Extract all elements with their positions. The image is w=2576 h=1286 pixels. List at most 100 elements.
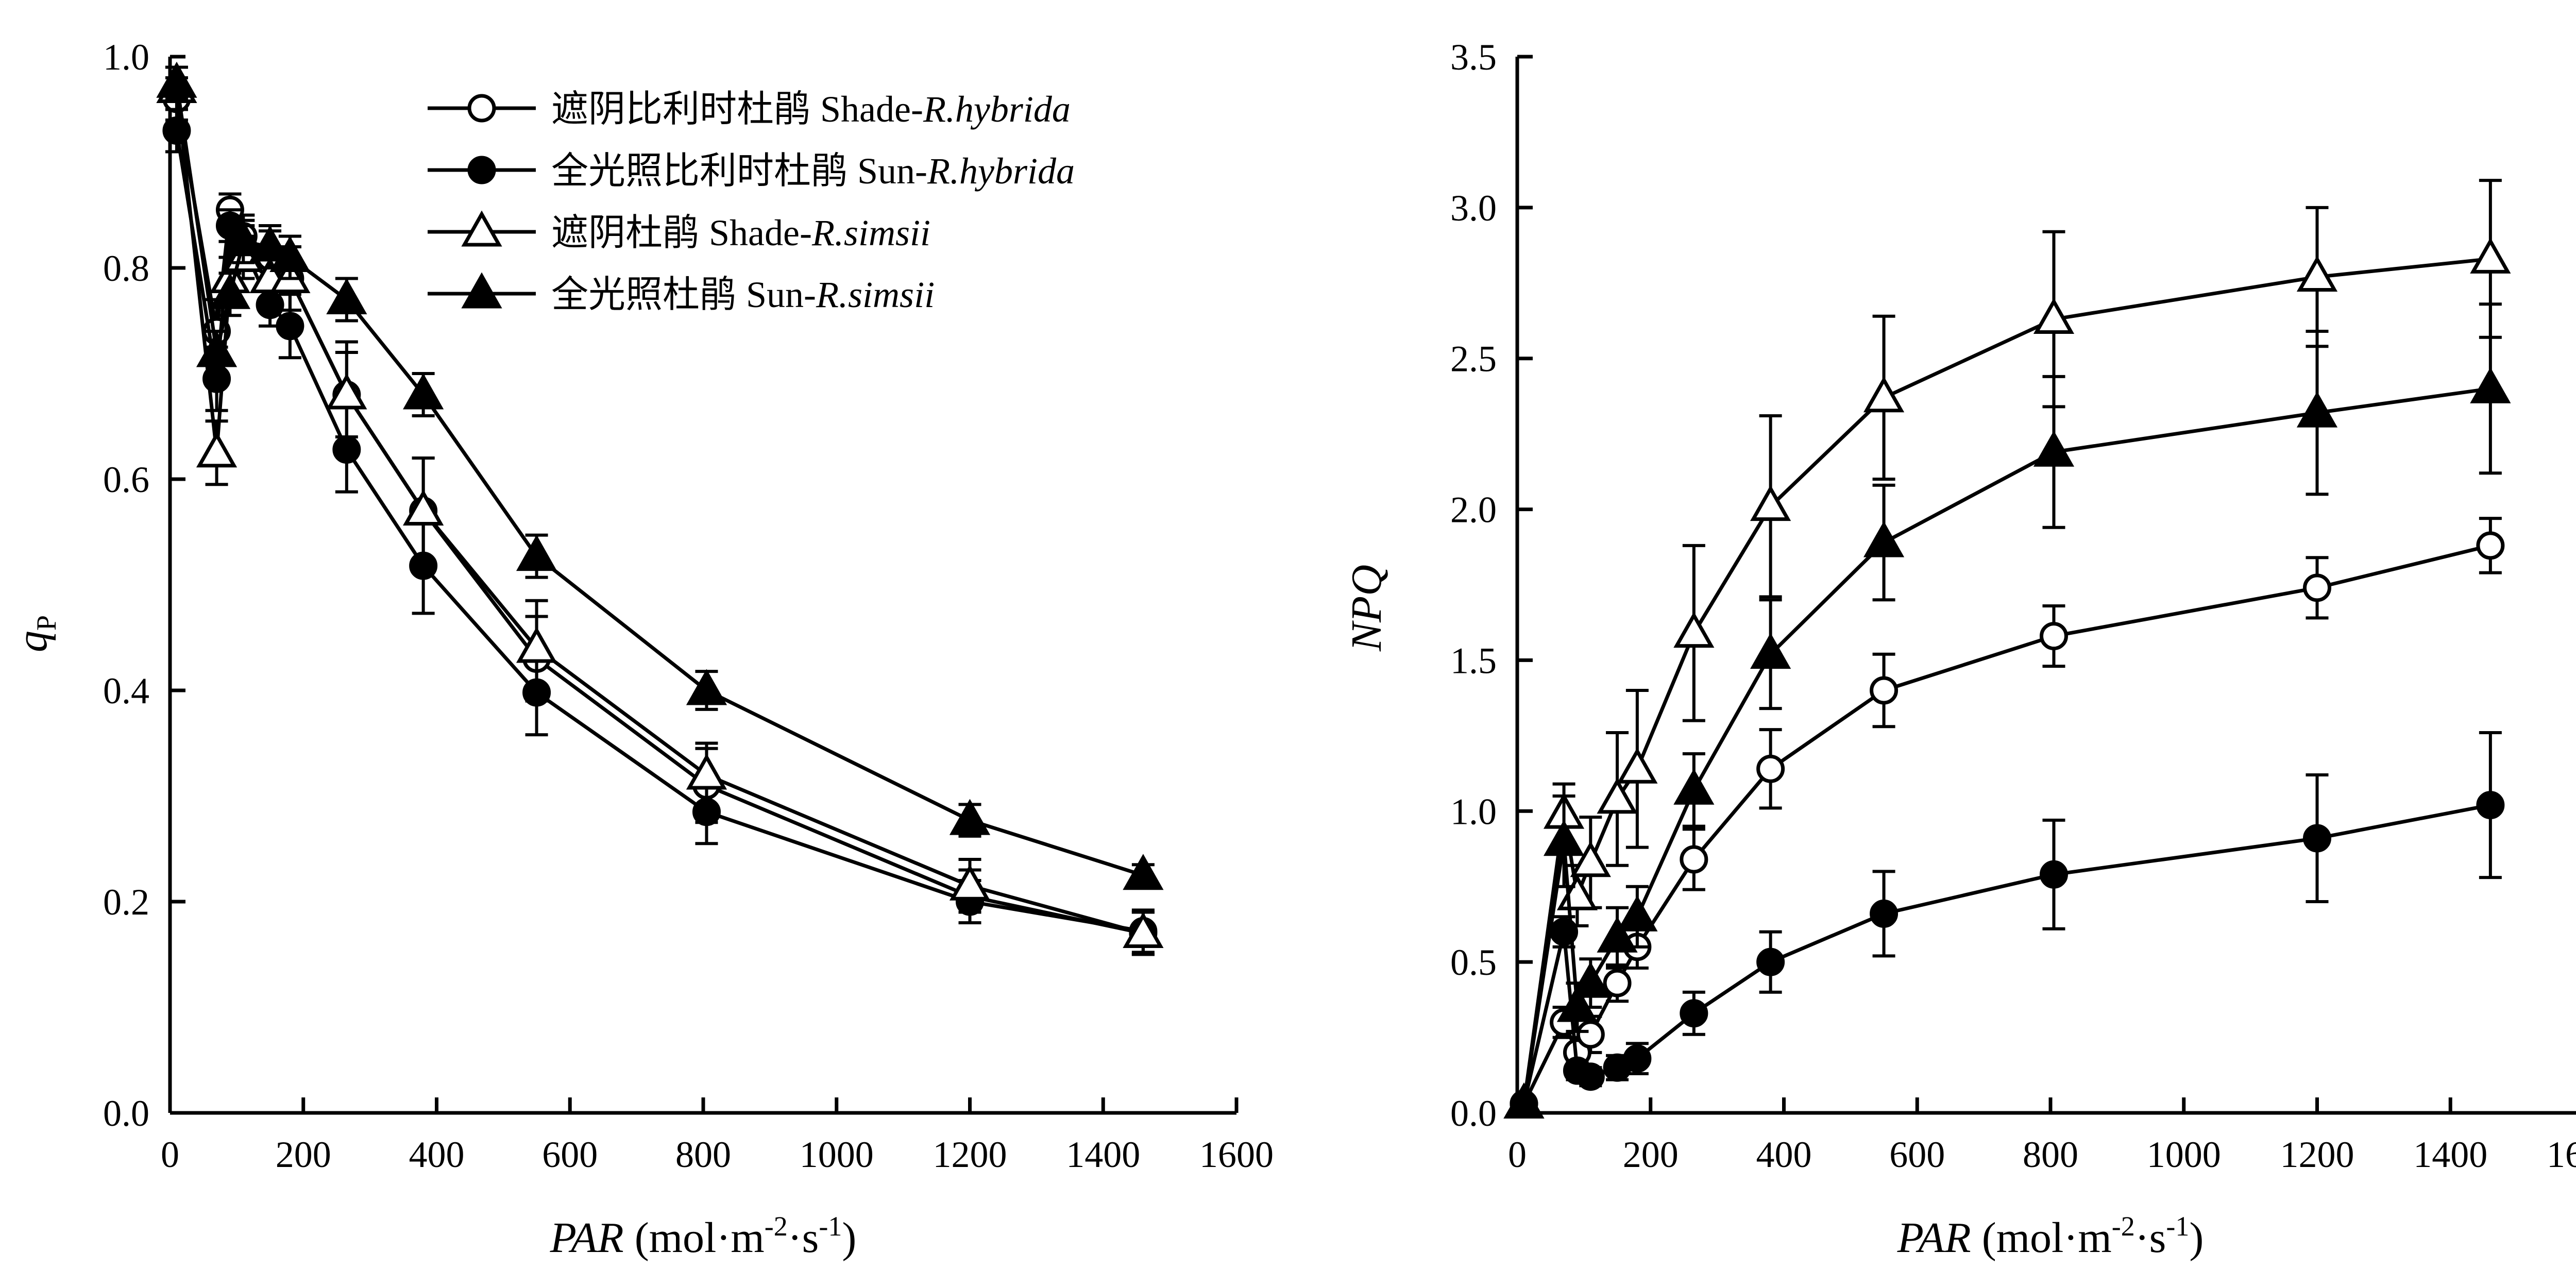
data-point bbox=[2033, 298, 2075, 334]
legend-marker bbox=[461, 210, 502, 247]
data-point bbox=[1863, 521, 1905, 557]
x-tick-label: 1600 bbox=[1199, 1134, 1274, 1175]
data-point bbox=[1680, 999, 1708, 1028]
data-point bbox=[1603, 969, 1632, 997]
y-tick-label: 0.8 bbox=[103, 248, 149, 289]
npq-chart: 0 200 400 600 800 1000 1200 1400 1600 0.0 0.5 1.0 1.… bbox=[1343, 37, 2576, 1262]
data-point bbox=[1870, 676, 1899, 705]
data-point bbox=[2296, 256, 2338, 292]
data-point bbox=[949, 864, 991, 901]
y-axis-title: qP bbox=[8, 615, 62, 652]
x-tick-label: 400 bbox=[1756, 1134, 1812, 1175]
data-point bbox=[403, 489, 444, 526]
data-point bbox=[1576, 1062, 1605, 1091]
series-line bbox=[1522, 544, 2491, 1105]
x-tick-label: 800 bbox=[2023, 1134, 2078, 1175]
data-point bbox=[1750, 485, 1791, 521]
data-point bbox=[516, 627, 557, 663]
x-tick-label: 400 bbox=[409, 1134, 465, 1175]
data-point bbox=[1503, 1082, 1545, 1119]
x-tick-label: 0 bbox=[161, 1134, 179, 1175]
legend: 遮阴比利时杜鹃 Shade-R.hybrida 全光照比利时杜鹃 Sun-R.hy… bbox=[428, 89, 1075, 315]
data-point bbox=[2303, 824, 2331, 853]
series-line bbox=[175, 82, 1144, 877]
legend-label: 全光照杜鹃 Sun-R.simsii bbox=[551, 274, 935, 315]
y-tick-label: 0.5 bbox=[1450, 942, 1497, 983]
data-point bbox=[1680, 845, 1708, 874]
y-tick-label: 1.0 bbox=[103, 37, 149, 78]
y-tick-label: 0.0 bbox=[1450, 1093, 1497, 1134]
series-triangle-open bbox=[156, 65, 1164, 956]
legend-entry: 遮阴杜鹃 Shade-R.simsii bbox=[428, 210, 930, 253]
y-tick-label: 3.0 bbox=[1450, 188, 1497, 229]
data-point bbox=[1756, 754, 1785, 783]
data-point bbox=[2470, 367, 2511, 403]
data-point bbox=[2303, 573, 2331, 602]
data-point bbox=[326, 373, 367, 410]
data-point bbox=[1576, 1020, 1605, 1049]
data-point bbox=[223, 220, 264, 257]
data-point bbox=[686, 669, 727, 705]
data-point bbox=[1863, 376, 1905, 413]
series-circle-open bbox=[1510, 517, 2505, 1118]
legend-entry: 全光照比利时杜鹃 Sun-R.hybrida bbox=[428, 150, 1075, 192]
data-point bbox=[2476, 531, 2505, 560]
data-point bbox=[1123, 912, 1164, 948]
series-triangle-filled bbox=[1503, 302, 2511, 1119]
legend-label: 遮阴杜鹃 Shade-R.simsii bbox=[551, 212, 930, 253]
legend-marker bbox=[467, 156, 496, 184]
series-line bbox=[1522, 803, 2491, 1105]
legend-label: 全光照比利时杜鹃 Sun-R.hybrida bbox=[551, 150, 1075, 192]
x-axis-title: PAR (mol·m-2·s-1) bbox=[550, 1211, 857, 1262]
data-point bbox=[1597, 777, 1638, 814]
data-point bbox=[516, 535, 557, 571]
x-tick-label: 0 bbox=[1508, 1134, 1527, 1175]
data-point bbox=[269, 236, 311, 272]
series-triangle-filled bbox=[156, 61, 1164, 890]
y-tick-label: 0.4 bbox=[103, 670, 149, 712]
legend-marker bbox=[461, 272, 502, 309]
data-point bbox=[1870, 899, 1899, 928]
series-triangle-open bbox=[1503, 179, 2511, 1119]
data-point bbox=[1617, 895, 1658, 932]
series-circle-open bbox=[162, 76, 1158, 956]
y-tick-label: 0.0 bbox=[103, 1093, 149, 1134]
y-tick-label: 3.5 bbox=[1450, 37, 1497, 78]
series-line bbox=[1522, 257, 2491, 1104]
data-point bbox=[276, 312, 304, 341]
y-tick-label: 0.2 bbox=[103, 882, 149, 923]
data-point bbox=[196, 431, 238, 468]
data-point bbox=[686, 753, 727, 790]
data-point bbox=[196, 331, 238, 367]
x-tick-label: 800 bbox=[675, 1134, 731, 1175]
x-tick-label: 600 bbox=[1889, 1134, 1945, 1175]
legend-marker bbox=[467, 94, 496, 123]
x-tick-label: 200 bbox=[276, 1134, 331, 1175]
x-axis-title: PAR (mol·m-2·s-1) bbox=[1897, 1211, 2204, 1262]
y-tick-label: 1.5 bbox=[1450, 640, 1497, 681]
legend-label: 遮阴比利时杜鹃 Shade-R.hybrida bbox=[551, 89, 1071, 130]
data-point bbox=[403, 373, 444, 410]
data-point bbox=[1617, 747, 1658, 784]
data-point bbox=[2470, 237, 2511, 274]
data-point bbox=[2296, 391, 2338, 428]
data-point bbox=[326, 278, 367, 314]
x-tick-label: 1400 bbox=[1066, 1134, 1140, 1175]
qp-chart: 0 200 400 600 800 1000 1200 1400 1600 0.0 0.2 0.4 0.… bbox=[8, 37, 1274, 1262]
legend-entry: 全光照杜鹃 Sun-R.simsii bbox=[428, 272, 935, 315]
data-point bbox=[1570, 961, 1611, 998]
data-point bbox=[1570, 841, 1611, 877]
series-circle-filled bbox=[1510, 731, 2505, 1118]
data-point bbox=[2039, 622, 2068, 651]
x-tick-label: 600 bbox=[542, 1134, 598, 1175]
data-point bbox=[1556, 986, 1598, 1022]
data-point bbox=[1673, 612, 1715, 648]
y-tick-label: 2.5 bbox=[1450, 339, 1497, 380]
series-line bbox=[1522, 386, 2491, 1104]
data-point bbox=[2476, 791, 2505, 820]
data-point bbox=[209, 273, 251, 309]
x-tick-label: 1400 bbox=[2413, 1134, 2487, 1175]
data-point bbox=[1756, 947, 1785, 976]
y-tick-label: 1.0 bbox=[1450, 791, 1497, 832]
